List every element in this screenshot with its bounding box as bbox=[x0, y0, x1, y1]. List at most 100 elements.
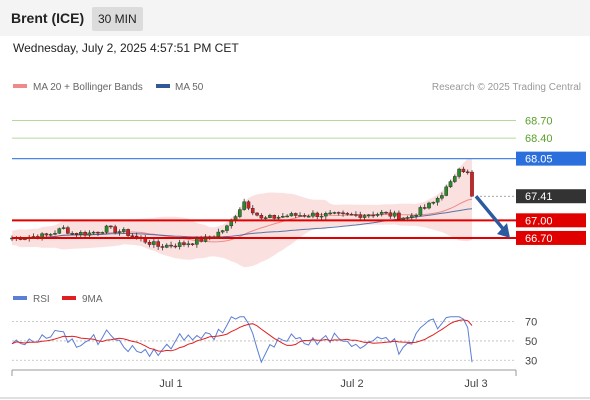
pivot-tag bbox=[516, 151, 586, 166]
instrument-title: Brent (ICE) bbox=[11, 10, 85, 26]
candle-body bbox=[272, 215, 277, 219]
candle-body bbox=[431, 201, 436, 204]
candle-body bbox=[453, 176, 457, 182]
support-label: 66.70 bbox=[525, 233, 553, 245]
ma9-legend-label: 9MA bbox=[82, 294, 103, 305]
candle-body bbox=[44, 233, 49, 236]
x-tick-label: Jul 2 bbox=[340, 378, 363, 390]
rsi-legend-swatch bbox=[13, 296, 27, 300]
candle-body bbox=[444, 186, 449, 196]
candle-body bbox=[104, 225, 109, 233]
candle-body bbox=[225, 225, 229, 231]
candle-body bbox=[259, 215, 264, 219]
candle-body bbox=[70, 233, 74, 235]
timestamp: Wednesday, July 2, 2025 4:57:51 PM CET bbox=[13, 41, 239, 55]
support-tag bbox=[516, 213, 586, 228]
candle-body bbox=[160, 246, 165, 248]
candle-body bbox=[328, 212, 332, 215]
candle-body bbox=[315, 212, 320, 217]
candle-body bbox=[397, 212, 401, 220]
candle-body bbox=[319, 215, 324, 218]
candle-body bbox=[362, 215, 367, 218]
current-price-tag bbox=[516, 189, 586, 204]
candle-body bbox=[367, 214, 371, 217]
candle-body bbox=[388, 212, 393, 217]
candle-body bbox=[203, 236, 208, 242]
x-tick-label: Jul 3 bbox=[464, 378, 487, 390]
candle-body bbox=[263, 217, 268, 219]
candle-body bbox=[448, 181, 453, 188]
bollinger-band bbox=[12, 158, 472, 268]
ma50-legend-swatch bbox=[156, 84, 170, 88]
candle-body bbox=[410, 215, 414, 218]
ma50-legend-label: MA 50 bbox=[175, 82, 204, 93]
candle-body bbox=[461, 168, 466, 173]
candle-body bbox=[371, 214, 375, 217]
candle-body bbox=[126, 229, 130, 236]
timeframe-badge[interactable]: 30 MIN bbox=[92, 7, 143, 31]
rsi-line bbox=[11, 316, 473, 364]
candle-body bbox=[250, 208, 255, 214]
rsi-tick-label: 30 bbox=[525, 355, 537, 367]
candle-body bbox=[57, 228, 62, 234]
candle-body bbox=[285, 215, 289, 218]
candle-body bbox=[216, 231, 221, 238]
candle-body bbox=[87, 232, 92, 236]
pivot-label: 68.05 bbox=[525, 154, 553, 166]
candle-body bbox=[48, 234, 53, 236]
candle-body bbox=[298, 215, 302, 217]
candle-body bbox=[255, 212, 259, 216]
candle-body bbox=[401, 217, 406, 220]
ma20-legend-label: MA 20 + Bollinger Bands bbox=[33, 82, 143, 93]
candle-body bbox=[113, 226, 117, 233]
candle-body bbox=[169, 244, 173, 247]
candle-body bbox=[246, 201, 251, 209]
candle-body bbox=[427, 202, 431, 209]
candle-body bbox=[177, 242, 182, 247]
candle-body bbox=[156, 241, 160, 247]
candle-body bbox=[173, 245, 178, 248]
candle-body bbox=[117, 231, 122, 233]
candle-body bbox=[186, 243, 191, 245]
rsi-ma9-line bbox=[11, 319, 473, 352]
rsi-tick-label: 50 bbox=[525, 336, 537, 348]
rsi-tick-label: 70 bbox=[525, 317, 537, 329]
candle-body bbox=[147, 241, 152, 245]
rsi-legend-label: RSI bbox=[33, 294, 50, 305]
candle-body bbox=[78, 232, 83, 235]
candle-body bbox=[109, 225, 113, 228]
current-price-label: 67.41 bbox=[525, 191, 553, 203]
candle-body bbox=[341, 212, 345, 215]
support-label: 67.00 bbox=[525, 215, 553, 227]
candle-body bbox=[324, 213, 328, 217]
bias-arrow-shaft bbox=[474, 195, 506, 232]
candle-body bbox=[289, 213, 294, 217]
candle-body bbox=[379, 211, 384, 215]
candle-body bbox=[91, 231, 96, 234]
candle-body bbox=[375, 213, 380, 216]
candle-body bbox=[242, 201, 246, 210]
candle-body bbox=[414, 215, 418, 217]
candle-body bbox=[238, 209, 242, 217]
candle-body bbox=[182, 242, 186, 245]
candle-body bbox=[302, 215, 307, 217]
resistance-label: 68.70 bbox=[525, 115, 553, 127]
x-tick-label: Jul 1 bbox=[159, 378, 182, 390]
candle-body bbox=[83, 232, 87, 236]
candle-body bbox=[134, 235, 139, 238]
candle-body bbox=[384, 211, 388, 214]
candle-body bbox=[100, 232, 105, 234]
candle-body bbox=[405, 217, 410, 219]
candle-body bbox=[276, 216, 281, 219]
candle-body bbox=[358, 214, 363, 218]
ma20-legend-swatch bbox=[13, 84, 27, 88]
candle-body bbox=[96, 231, 100, 234]
candle-body bbox=[422, 207, 427, 209]
candle-body bbox=[457, 168, 461, 177]
candle-body bbox=[345, 213, 350, 215]
bias-arrow-head bbox=[497, 222, 510, 238]
candle-body bbox=[164, 244, 169, 248]
candle-body bbox=[53, 233, 57, 235]
header-bar: Brent (ICE) 30 MIN bbox=[0, 0, 590, 36]
